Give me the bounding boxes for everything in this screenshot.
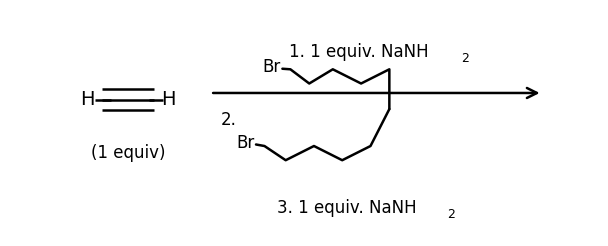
- Text: 2.: 2.: [221, 111, 237, 129]
- Text: 2: 2: [461, 52, 469, 65]
- Text: H: H: [161, 90, 175, 109]
- Text: Br: Br: [237, 134, 255, 152]
- Text: 2: 2: [447, 208, 455, 221]
- Text: 1. 1 equiv. NaNH: 1. 1 equiv. NaNH: [289, 43, 429, 61]
- Text: 3. 1 equiv. NaNH: 3. 1 equiv. NaNH: [277, 199, 416, 216]
- Text: (1 equiv): (1 equiv): [91, 144, 165, 162]
- Text: Br: Br: [263, 58, 281, 77]
- Text: H: H: [80, 90, 95, 109]
